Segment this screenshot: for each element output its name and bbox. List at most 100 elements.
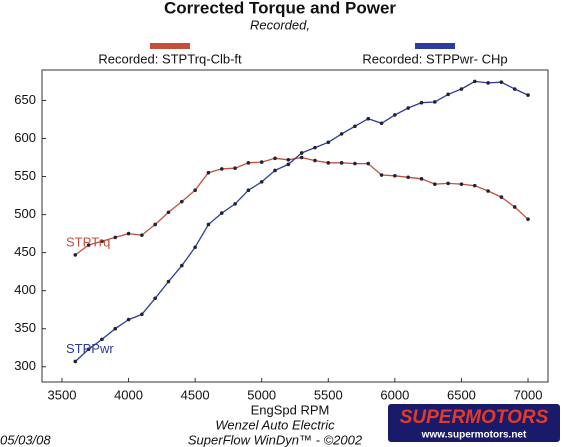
data-point xyxy=(233,202,237,206)
data-point xyxy=(512,87,517,91)
data-point xyxy=(299,155,304,160)
data-point xyxy=(126,317,131,322)
data-point xyxy=(180,263,184,268)
x-tick-label: 4000 xyxy=(114,387,143,402)
data-point xyxy=(512,205,517,209)
data-point xyxy=(219,167,224,171)
data-point xyxy=(446,181,450,186)
legend-swatch xyxy=(150,43,190,49)
footer: Wenzel Auto Electric xyxy=(215,417,335,432)
data-point xyxy=(353,161,357,166)
data-point xyxy=(273,156,277,161)
data-point xyxy=(526,93,530,97)
data-point xyxy=(472,183,477,188)
y-tick-label: 500 xyxy=(14,206,36,221)
data-point xyxy=(499,195,504,199)
x-tick-label: 3500 xyxy=(48,387,77,402)
chart-subtitle: Recorded, xyxy=(250,17,310,32)
data-point xyxy=(86,347,91,352)
data-point xyxy=(472,79,477,84)
data-point xyxy=(140,233,144,237)
data-point xyxy=(406,106,410,110)
y-tick-label: 400 xyxy=(14,282,36,297)
data-point xyxy=(113,326,118,331)
date: 05/03/08 xyxy=(0,432,51,447)
chart-title: Corrected Torque and Power xyxy=(164,0,396,17)
data-point xyxy=(233,166,237,170)
data-point xyxy=(273,168,277,173)
y-tick-label: 600 xyxy=(14,130,36,145)
data-point xyxy=(326,140,331,145)
watermark-box xyxy=(388,404,560,442)
data-point xyxy=(379,121,384,126)
data-point xyxy=(73,359,78,364)
x-tick-label: 4500 xyxy=(181,387,210,402)
data-point xyxy=(259,160,264,164)
data-point xyxy=(153,296,157,301)
data-point xyxy=(366,116,371,121)
legend-label: Recorded: STPPwr- CHp xyxy=(362,51,507,66)
series-label: STPPwr xyxy=(66,341,114,356)
data-point xyxy=(459,87,464,91)
data-point xyxy=(113,235,118,240)
watermark-url: www.supermotors.net xyxy=(421,430,527,441)
data-point xyxy=(140,312,144,317)
data-point xyxy=(419,177,424,181)
data-point xyxy=(299,151,304,155)
data-point xyxy=(433,100,437,104)
x-tick-label: 6000 xyxy=(380,387,409,402)
data-point xyxy=(393,173,397,178)
legend-swatch xyxy=(415,43,455,49)
y-tick-label: 650 xyxy=(14,92,36,107)
data-point xyxy=(459,182,464,186)
series-label: STPTrq xyxy=(66,234,110,249)
data-point xyxy=(313,158,317,163)
data-point xyxy=(486,81,490,85)
data-point xyxy=(206,222,211,227)
data-point xyxy=(393,113,397,117)
y-tick-label: 300 xyxy=(14,358,36,373)
data-point xyxy=(153,222,157,227)
y-tick-label: 550 xyxy=(14,168,36,183)
data-point xyxy=(193,188,197,193)
data-point xyxy=(193,245,197,250)
watermark: SUPERMOTORS xyxy=(400,407,549,428)
x-tick-label: 5000 xyxy=(247,387,276,402)
data-point xyxy=(100,337,104,342)
data-point xyxy=(419,100,424,105)
data-point xyxy=(73,253,78,257)
x-tick-label: 7000 xyxy=(514,387,543,402)
data-point xyxy=(166,210,171,215)
data-point xyxy=(219,211,224,215)
data-point xyxy=(339,161,344,165)
x-tick-label: 5500 xyxy=(314,387,343,402)
footer: SuperFlow WinDyn™ - ©2002 xyxy=(188,432,363,447)
y-tick-label: 350 xyxy=(14,320,36,335)
data-point xyxy=(166,279,171,284)
data-point xyxy=(446,92,450,97)
data-point xyxy=(499,80,504,84)
data-point xyxy=(206,170,211,175)
data-point xyxy=(286,162,291,167)
data-point xyxy=(526,217,530,221)
data-point xyxy=(366,161,371,166)
legend-label: Recorded: STPTrq-Clb-ft xyxy=(98,51,242,66)
data-point xyxy=(339,132,344,136)
data-point xyxy=(100,239,104,244)
data-point xyxy=(246,188,251,193)
y-tick-label: 450 xyxy=(14,244,36,259)
x-tick-label: 6500 xyxy=(447,387,476,402)
data-point xyxy=(406,175,410,180)
data-point xyxy=(353,124,357,129)
x-axis-label: EngSpd RPM xyxy=(251,402,330,417)
data-point xyxy=(286,157,291,162)
data-point xyxy=(126,231,131,236)
data-point xyxy=(86,243,91,247)
data-point xyxy=(486,189,490,193)
data-point xyxy=(246,161,251,165)
data-point xyxy=(379,173,384,177)
data-point xyxy=(326,161,331,165)
plot-area xyxy=(41,69,549,383)
data-point xyxy=(313,145,317,150)
